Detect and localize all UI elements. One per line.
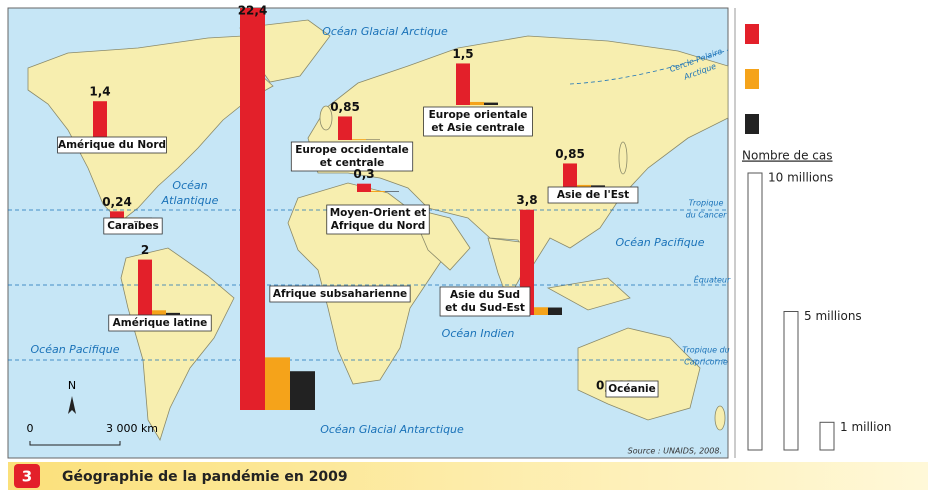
geo-line-label: Équateur — [694, 274, 731, 285]
bar — [152, 310, 166, 315]
source: Source : UNAIDS, 2008. — [628, 447, 722, 456]
bar — [265, 357, 290, 410]
value-label: 0,3 — [353, 167, 374, 181]
region-label: Amérique latine — [113, 317, 208, 329]
compass-label: N — [68, 379, 76, 392]
bar — [534, 307, 548, 315]
legend-size-title: Nombre de cas — [742, 149, 833, 163]
geo-line-label: Tropique — [689, 199, 724, 208]
region-label: Afrique du Nord — [331, 220, 426, 232]
region-label: Amérique du Nord — [58, 139, 166, 151]
region-label: et Asie centrale — [431, 122, 524, 134]
figure-number: 3 — [22, 468, 32, 486]
bar — [456, 63, 470, 105]
region-label: Europe orientale — [429, 109, 528, 121]
region-label: Asie du Sud — [450, 289, 520, 301]
ocean-label: Océan Pacifique — [31, 343, 120, 356]
bar — [290, 371, 315, 410]
value-label: 0,85 — [330, 100, 360, 114]
value-label: 1,4 — [89, 85, 110, 99]
bar — [484, 103, 498, 105]
bar — [93, 101, 107, 140]
scale-label: 3 000 km — [106, 422, 158, 435]
legend-swatch — [745, 69, 759, 89]
legend-swatch — [745, 114, 759, 134]
bar — [240, 0, 265, 410]
ocean-label: Océan Glacial Arctique — [322, 25, 448, 38]
bar — [470, 102, 484, 105]
ocean-label: Océan Pacifique — [616, 236, 705, 249]
region-label: Asie de l'Est — [557, 189, 629, 201]
region-label: Caraïbes — [107, 220, 159, 232]
bar — [352, 139, 366, 140]
bar — [563, 163, 577, 187]
region-label: Afrique subsaharienne — [273, 288, 407, 300]
legend-size-label: 5 millions — [804, 309, 862, 323]
legend-size-box — [820, 422, 834, 450]
bar — [357, 184, 371, 192]
geo-line-label: Tropique du — [682, 346, 730, 355]
value-label: 0,85 — [555, 147, 585, 161]
region-label: et du Sud-Est — [445, 302, 525, 314]
region-label: Europe occidentale — [295, 144, 409, 156]
bar — [385, 191, 399, 192]
bar — [338, 116, 352, 140]
bar — [548, 308, 562, 315]
value-label: 0,24 — [102, 195, 132, 209]
legend-size-box — [784, 312, 798, 451]
value-label: 2 — [141, 243, 149, 257]
legend-size-label: 10 millions — [768, 171, 833, 185]
ocean-label: Océan Glacial Antarctique — [320, 423, 464, 436]
legend-size-box — [748, 173, 762, 450]
value-label: 3,8 — [516, 193, 537, 207]
geo-line-label: Capricorne — [684, 358, 728, 367]
legend-size-label: 1 million — [840, 420, 891, 434]
geo-line-label: du Cancer — [686, 211, 728, 220]
bar — [110, 211, 124, 218]
ocean-label: Océan — [172, 179, 207, 192]
region-label: Océanie — [608, 383, 656, 395]
scale-label: 0 — [27, 422, 34, 435]
ocean-label: Océan Indien — [442, 327, 515, 340]
ocean-label: Atlantique — [161, 194, 219, 207]
bar — [371, 191, 385, 192]
value-label: 22,4 — [238, 4, 268, 18]
value-label: 1,5 — [452, 47, 473, 61]
legend-swatch — [745, 24, 759, 44]
bar — [138, 260, 152, 315]
region-label: Moyen-Orient et — [330, 207, 427, 219]
title: Géographie de la pandémie en 2009 — [62, 469, 348, 485]
